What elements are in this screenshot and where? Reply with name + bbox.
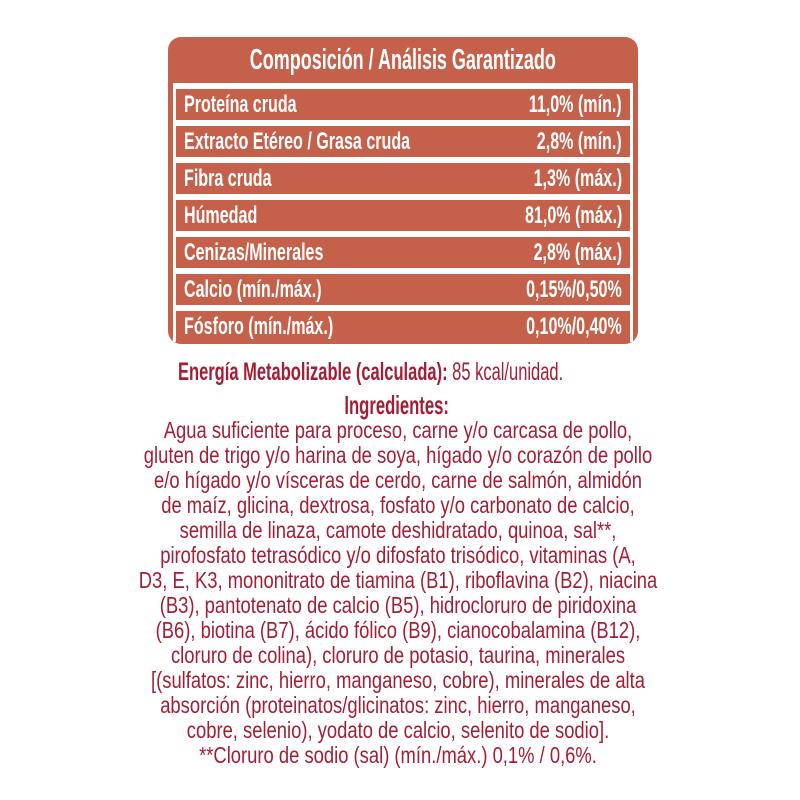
ingredients-line: absorción (proteinatos/glicinatos: zinc,… (160, 692, 636, 718)
table-row: Fibra cruda 1,3% (máx.) (176, 163, 630, 194)
ingredients-line: pirofosfato tetrasódico y/o difosfato tr… (160, 542, 636, 568)
composition-table-title: Composición / Análisis Garantizado (249, 43, 557, 76)
table-row: Húmedad 81,0% (máx.) (176, 200, 630, 231)
composition-table-rows: Proteína cruda 11,0% (mín.) Extracto Etére… (173, 83, 633, 342)
energy-value: 85 kcal/unidad. (447, 358, 564, 386)
row-label: Húmedad (184, 201, 258, 229)
ingredients-line: semilla de linaza, camote deshidratado, … (179, 517, 617, 543)
ingredients-line: e/o hígado y/o vísceras de cerdo, carne … (154, 467, 642, 493)
table-row: Fósforo (mín./máx.) 0,10%/0,40% (176, 311, 630, 342)
row-label: Calcio (mín./máx.) (184, 275, 322, 303)
row-label: Fósforo (mín./máx.) (184, 312, 334, 340)
table-row: Proteína cruda 11,0% (mín.) (176, 89, 630, 120)
composition-table-header: Composición / Análisis Garantizado (168, 37, 638, 83)
ingredients-line: cobre, selenio), yodato de calcio, selen… (186, 717, 610, 743)
row-value: 81,0% (máx.) (524, 201, 622, 229)
row-label: Fibra cruda (184, 164, 272, 192)
row-label: Cenizas/Minerales (184, 238, 324, 266)
ingredients-line: D3, E, K3, mononitrato de tiamina (B1), … (138, 567, 658, 593)
energy-label: Energía Metabolizable (calculada): (178, 358, 448, 386)
ingredients-line: (B6), biotina (B7), ácido fólico (B9), c… (155, 617, 641, 643)
row-value: 2,8% (mín.) (537, 127, 622, 155)
table-row: Extracto Etéreo / Grasa cruda 2,8% (mín.) (176, 126, 630, 157)
row-value: 0,15%/0,50% (526, 275, 622, 303)
table-row: Cenizas/Minerales 2,8% (máx.) (176, 237, 630, 268)
ingredients-line: [(sulfatos: zinc, hierro, manganeso, cob… (151, 667, 645, 693)
ingredients-line: (B3), pantotenato de calcio (B5), hidroc… (159, 592, 637, 618)
row-label: Proteína cruda (184, 90, 297, 118)
ingredients-paragraph: Agua suficiente para proceso, carne y/o … (0, 418, 798, 768)
ingredients-line: cloruro de colina), cloruro de potasio, … (170, 642, 626, 668)
row-value: 1,3% (máx.) (533, 164, 622, 192)
metabolizable-energy-line: Energía Metabolizable (calculada): 85 kc… (178, 360, 762, 385)
row-value: 2,8% (máx.) (533, 238, 622, 266)
row-value: 11,0% (mín.) (529, 90, 622, 118)
row-value: 0,10%/0,40% (526, 312, 622, 340)
ingredients-heading: Ingredientes: (344, 390, 450, 420)
ingredients-line: Agua suficiente para proceso, carne y/o … (163, 417, 633, 443)
ingredients-line: de maíz, glicina, dextrosa, fosfato y/o … (161, 492, 635, 518)
table-row: Calcio (mín./máx.) 0,15%/0,50% (176, 274, 630, 305)
composition-table: Composición / Análisis Garantizado Prote… (168, 37, 638, 344)
ingredients-line: gluten de trigo y/o harina de soya, híga… (143, 442, 653, 468)
ingredients-line: **Cloruro de sodio (sal) (mín./máx.) 0,1… (199, 742, 597, 768)
row-label: Extracto Etéreo / Grasa cruda (184, 127, 411, 155)
